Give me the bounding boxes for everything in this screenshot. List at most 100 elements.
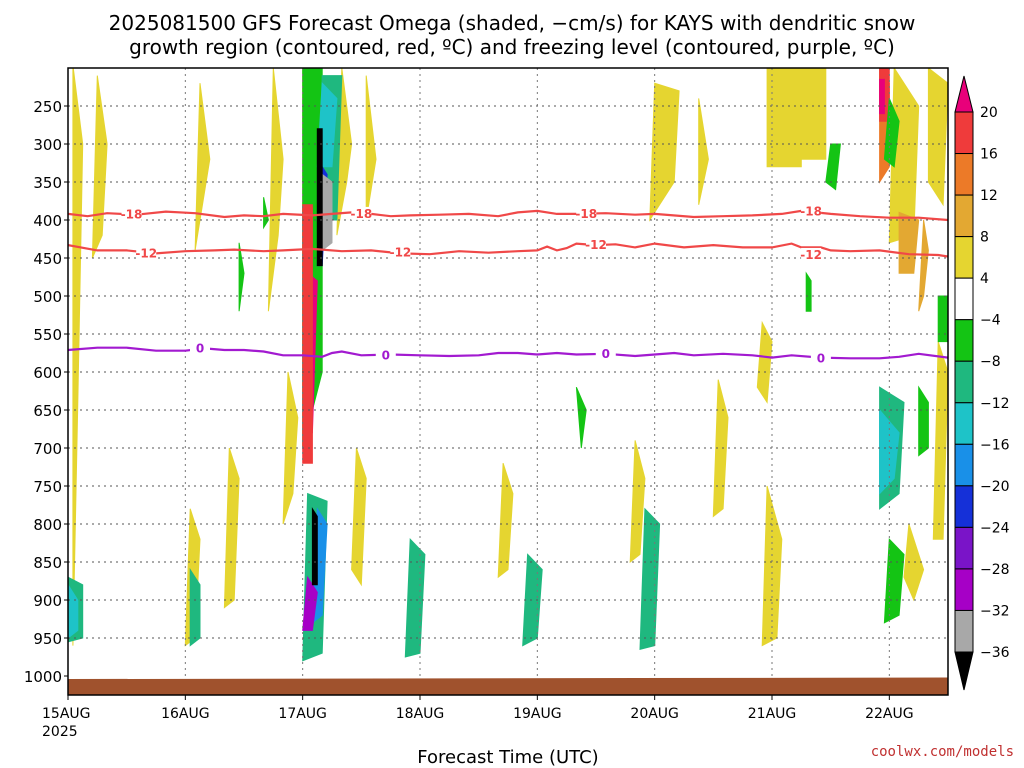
colorbar-tick-label: 12	[980, 188, 998, 204]
omega-area-10	[800, 68, 827, 160]
colorbar-swatch	[954, 609, 974, 653]
omega-area-49	[879, 408, 900, 495]
colorbar-swatch	[954, 111, 974, 155]
y-tick-label: 600	[33, 364, 62, 382]
contour-label-bg	[390, 245, 411, 259]
y-tick-label: 500	[33, 288, 62, 306]
colorbar-tick-label: −12	[980, 396, 1010, 412]
y-tick-label: 950	[33, 630, 62, 648]
x-tick-label: 20AUG	[630, 706, 679, 722]
x-tick-label: 17AUG	[278, 706, 327, 722]
colorbar-tick-label: −8	[980, 354, 1001, 370]
colorbar-tick-label: −32	[980, 603, 1010, 619]
y-tick-label: 250	[33, 98, 62, 116]
omega-area-36	[805, 271, 812, 312]
colorbar-swatch	[954, 568, 974, 611]
y-tick-label: 450	[33, 250, 62, 268]
colorbar-swatch	[954, 319, 974, 362]
omega-area-8	[698, 98, 709, 205]
omega-area-25	[918, 219, 929, 312]
chart-title-line1: 2025081500 GFS Forecast Omega (shaded, −…	[109, 11, 916, 35]
credit-text: coolwx.com/models	[871, 744, 1014, 760]
contour-label: -18	[575, 207, 597, 221]
grid-lines	[68, 68, 948, 695]
contour-label: 0	[196, 341, 204, 355]
omega-area-1	[72, 68, 84, 646]
contour-label-bg	[595, 346, 616, 360]
colorbar-swatch	[954, 402, 974, 445]
x-tick-label: 19AUG	[513, 706, 562, 722]
y-tick-label: 700	[33, 440, 62, 458]
colorbar-tick-label: 16	[980, 147, 998, 163]
contour-label: -12	[800, 248, 822, 262]
omega-area-18	[351, 447, 367, 587]
contour-label-bg	[121, 207, 142, 221]
colorbar-bottom-arrow	[954, 651, 974, 691]
omega-area-21	[223, 447, 240, 609]
contour-label-bg	[801, 204, 822, 218]
omega-area-33	[918, 385, 929, 457]
x-tick-label: 15AUG	[42, 706, 91, 722]
plot-area	[68, 68, 948, 695]
contour-label: 0	[602, 347, 610, 361]
contour-label-bg	[801, 247, 822, 261]
contour-label: -12	[135, 246, 157, 260]
omega-area-16	[712, 379, 729, 518]
colorbar-swatch	[954, 153, 974, 196]
omega-area-57	[302, 204, 313, 464]
contour-label: -12	[390, 246, 412, 260]
contour-lines: -18 -18 -18 -18 -12 -12 -12 -12 0 0 0 0	[68, 204, 948, 365]
colorbar-tick-label: 8	[980, 230, 989, 246]
omega-area-30	[883, 98, 900, 168]
colorbar-top-arrow	[954, 75, 974, 113]
colorbar-tick-label: 4	[980, 271, 989, 287]
contour-label: -18	[350, 207, 372, 221]
y-tick-label: 400	[33, 212, 62, 230]
contour-label: 0	[817, 351, 825, 365]
chart-title-line2: growth region (contoured, red, ºC) and f…	[129, 35, 895, 59]
colorbar-tick-label: 20	[980, 105, 998, 121]
year-label: 2025	[42, 724, 78, 740]
omega-area-23	[903, 523, 925, 602]
contour-label-bg	[136, 246, 157, 260]
y-tick-label: 1000	[24, 668, 62, 686]
y-tick-label: 800	[33, 516, 62, 534]
colorbar-swatch	[954, 236, 974, 279]
colorbar-swatch	[954, 360, 974, 404]
colorbar-tick-label: −20	[980, 479, 1010, 495]
colorbar-swatch	[954, 485, 974, 528]
omega-area-22	[932, 341, 948, 540]
colorbar-tick-label: −36	[980, 645, 1010, 661]
contour-label-bg	[190, 341, 210, 355]
colorbar-tick-label: −4	[980, 313, 1001, 329]
omega-area-12	[927, 68, 948, 207]
omega-area-2	[91, 75, 108, 259]
colorbar-tick-label: −16	[980, 437, 1010, 453]
colorbar-swatch	[954, 526, 974, 570]
y-tick-label: 300	[33, 136, 62, 154]
omega-area-15	[629, 440, 646, 564]
omega-area-14	[497, 463, 514, 579]
x-tick-label: 18AUG	[396, 706, 445, 722]
y-tick-label: 350	[33, 174, 62, 192]
contour-label-bg	[576, 206, 597, 220]
colorbar-swatch	[954, 443, 974, 487]
contour-label: -18	[121, 208, 143, 222]
contour-label-bg	[351, 206, 372, 220]
y-tick-label: 550	[33, 326, 62, 344]
omega-area-31	[937, 295, 948, 343]
contour-label-bg	[586, 238, 606, 252]
colorbar-tick-label: −28	[980, 562, 1010, 578]
contour-label: 0	[382, 348, 390, 362]
colorbar-swatch	[954, 277, 974, 321]
x-tick-label: 22AUG	[865, 706, 914, 722]
contour-line-1	[68, 242, 948, 258]
omega-area-6	[365, 75, 377, 221]
y-tick-label: 850	[33, 554, 62, 572]
omega-area-13	[756, 320, 773, 404]
contour-line-2	[68, 346, 948, 360]
y-axis-ticks: 250 300 350 400 450 500 550 600 650 700 750 800 850 9…	[24, 98, 68, 686]
colorbar-tick-label: −24	[980, 520, 1010, 536]
x-axis-label: Forecast Time (UTC)	[417, 747, 598, 768]
